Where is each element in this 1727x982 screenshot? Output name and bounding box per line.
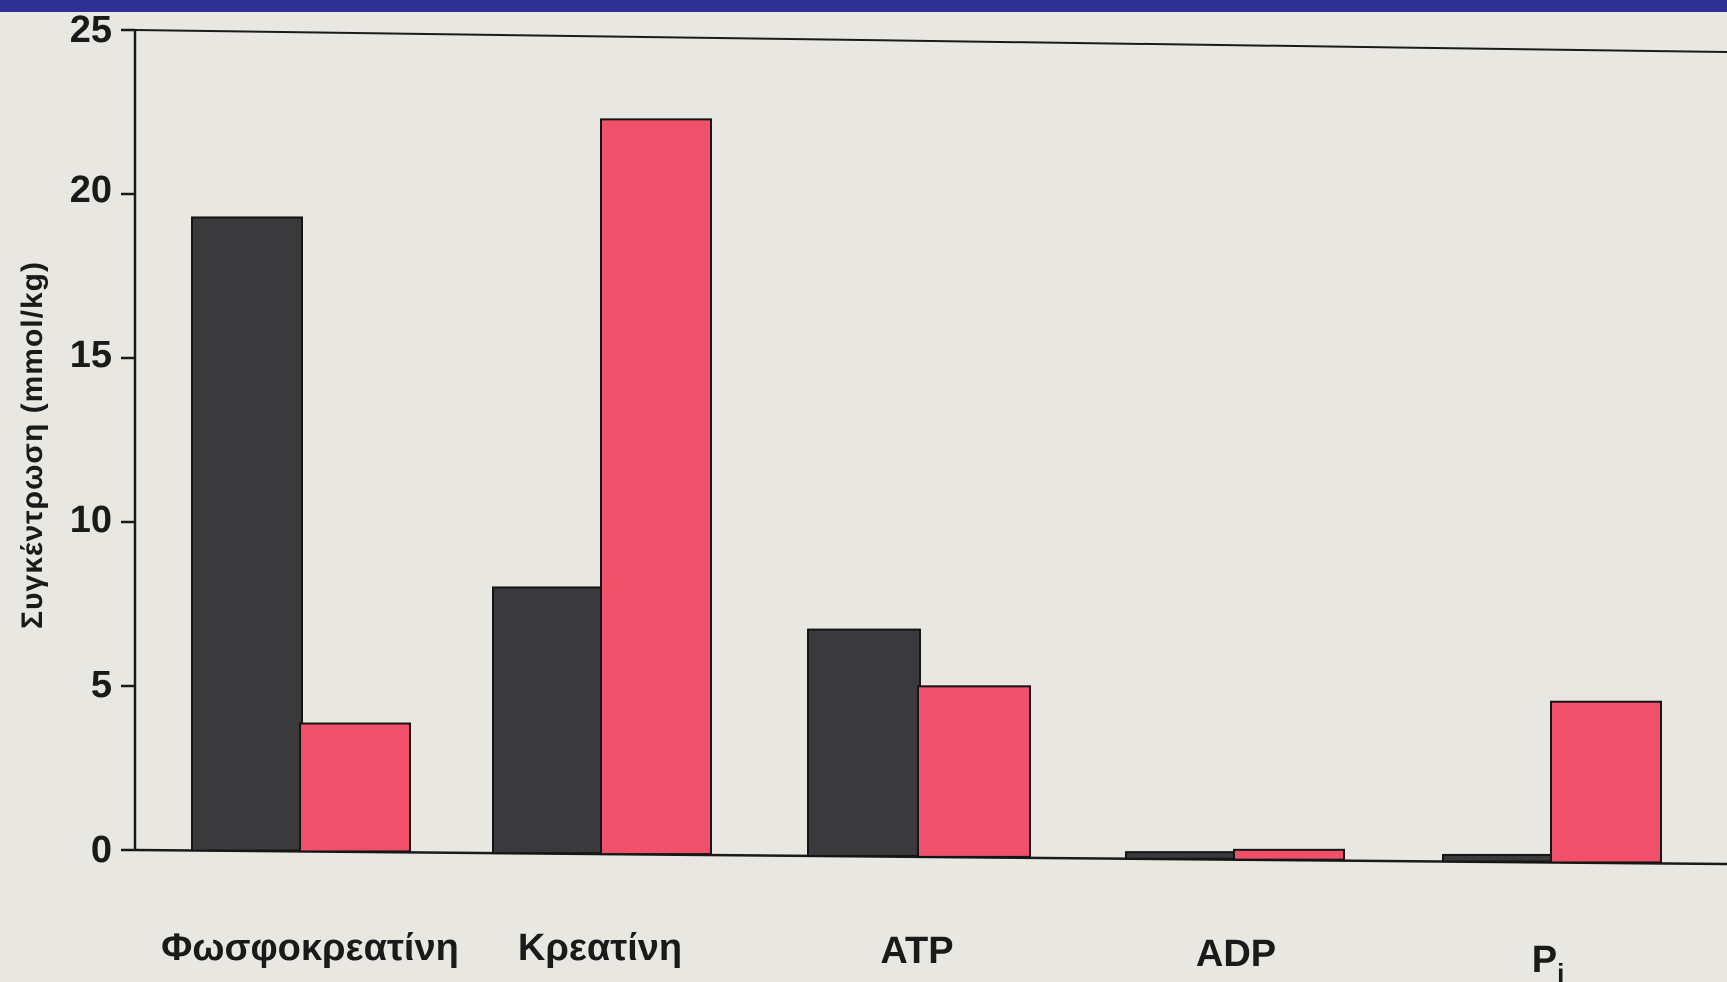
bar-creatine-series-2 [600,118,712,856]
x-category-label-adp: ADP [1196,933,1276,975]
y-axis-title: Συγκέντρωση (mmol/kg) [16,261,49,629]
bar-adp-series-1 [1125,851,1237,860]
x-category-label-creatine: Κρεατίνη [518,927,682,969]
pi-main-text: P [1532,939,1557,981]
y-tick-label-5: 5 [91,664,112,706]
bar-phosphocreatine-series-1 [191,216,303,852]
bar-pi-series-1 [1442,853,1554,863]
plot-top-border [134,29,1727,53]
bar-atp-series-2 [917,685,1031,858]
y-tick-label-0: 0 [91,829,112,871]
y-tick-label-25: 25 [70,9,112,51]
x-category-label-atp: ATP [880,930,953,972]
bar-creatine-series-1 [492,586,604,855]
top-color-band [0,0,1727,12]
bar-pi-series-2 [1550,700,1662,864]
bar-adp-series-2 [1233,848,1345,861]
bar-atp-series-1 [807,628,921,857]
y-tick-label-10: 10 [70,499,112,541]
y-tick-label-15: 15 [70,334,112,376]
x-category-label-pi: Pi [1532,939,1565,982]
pi-subscript-text: i [1557,958,1564,982]
x-category-label-phosphocreatine: Φωσφοκρεατίνη [161,927,459,969]
y-tick-label-20: 20 [70,169,112,211]
bar-phosphocreatine-series-2 [299,722,411,853]
